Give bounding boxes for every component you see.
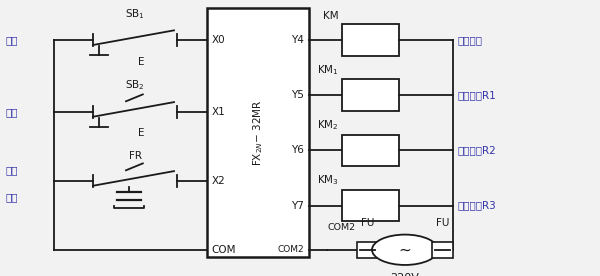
Text: X1: X1 bbox=[212, 107, 226, 117]
Text: X0: X0 bbox=[212, 35, 226, 45]
Text: SB$_2$: SB$_2$ bbox=[125, 79, 145, 92]
Text: E: E bbox=[138, 128, 144, 138]
Text: KM$_1$: KM$_1$ bbox=[317, 63, 339, 76]
Text: COM2: COM2 bbox=[278, 245, 304, 254]
Text: 停止: 停止 bbox=[6, 107, 19, 117]
Bar bbox=[342, 24, 399, 56]
Bar bbox=[342, 190, 399, 221]
Circle shape bbox=[372, 235, 438, 265]
Bar bbox=[207, 8, 309, 257]
Text: 保护: 保护 bbox=[6, 192, 19, 202]
Text: KM$_2$: KM$_2$ bbox=[317, 118, 339, 132]
Bar bbox=[357, 242, 378, 258]
Text: FX$_{2N}$− 32MR: FX$_{2N}$− 32MR bbox=[251, 99, 265, 166]
Text: Y5: Y5 bbox=[292, 90, 304, 100]
Bar bbox=[432, 242, 454, 258]
Text: 过载: 过载 bbox=[6, 165, 19, 175]
Text: 短接电阻R1: 短接电阻R1 bbox=[457, 90, 496, 100]
Text: 启动: 启动 bbox=[6, 35, 19, 45]
Text: FR: FR bbox=[128, 152, 142, 161]
Text: Y6: Y6 bbox=[292, 145, 304, 155]
Text: Y7: Y7 bbox=[292, 201, 304, 211]
Text: COM2: COM2 bbox=[327, 223, 355, 232]
Text: X2: X2 bbox=[212, 176, 226, 186]
Text: KM: KM bbox=[323, 11, 339, 22]
Text: Y4: Y4 bbox=[292, 35, 304, 45]
Text: 220V: 220V bbox=[391, 273, 419, 276]
Text: ~: ~ bbox=[398, 242, 412, 257]
Text: FU: FU bbox=[361, 218, 374, 228]
Text: 短接电阻R3: 短接电阻R3 bbox=[457, 201, 496, 211]
Bar bbox=[342, 79, 399, 111]
Text: 短接电阻R2: 短接电阻R2 bbox=[457, 145, 496, 155]
Text: COM: COM bbox=[212, 245, 236, 255]
Text: FU: FU bbox=[436, 218, 449, 228]
Text: E: E bbox=[138, 57, 144, 67]
Text: 接通电源: 接通电源 bbox=[457, 35, 482, 45]
Text: SB$_1$: SB$_1$ bbox=[125, 7, 145, 21]
Text: KM$_3$: KM$_3$ bbox=[317, 173, 339, 187]
Bar bbox=[342, 134, 399, 166]
